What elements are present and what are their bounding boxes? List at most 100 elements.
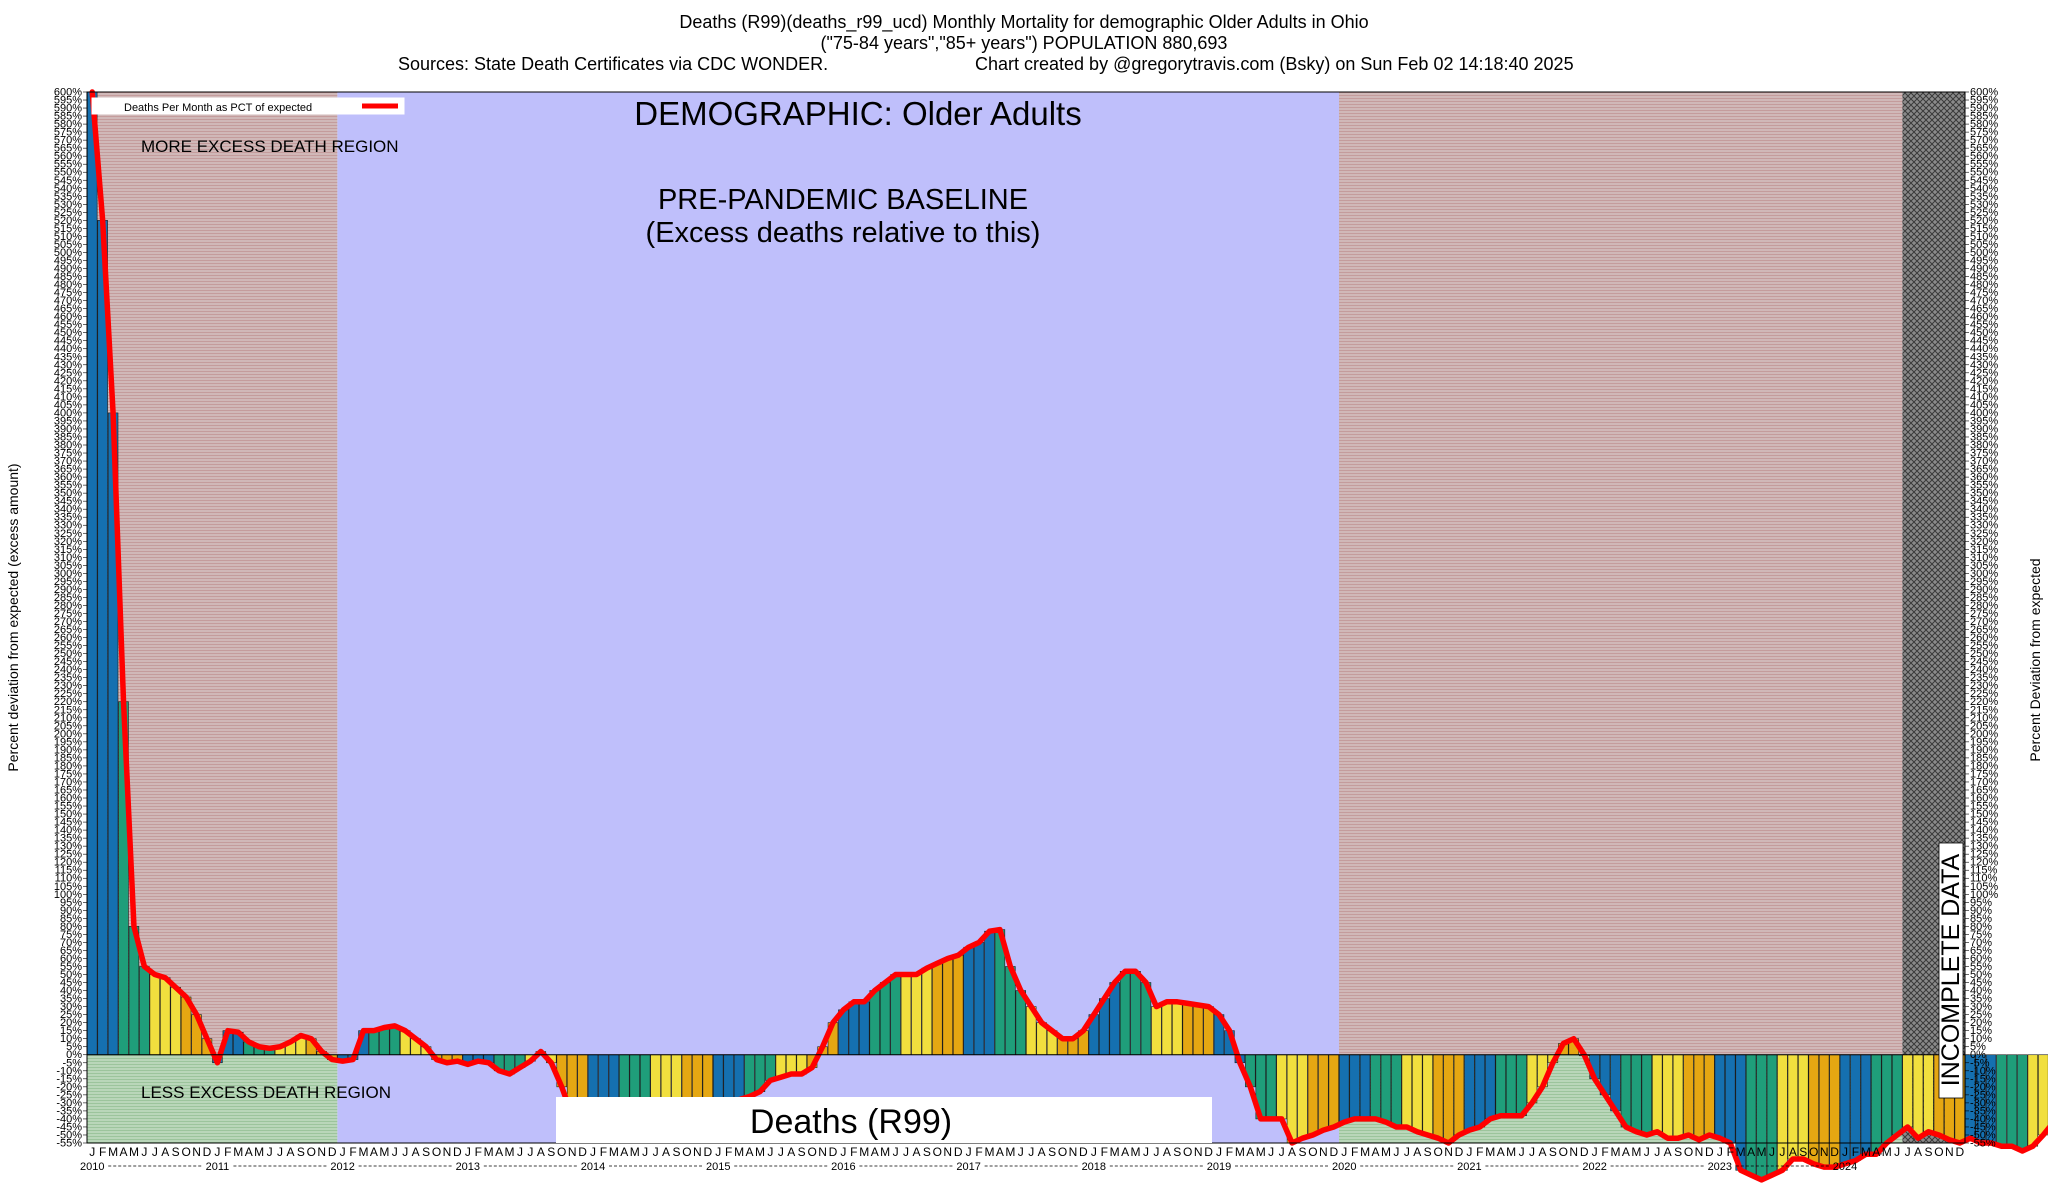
legend-label: Deaths Per Month as PCT of expected [124, 102, 312, 114]
x-month-label: N [317, 1145, 326, 1159]
x-month-label: D [1580, 1145, 1589, 1159]
y-tick-label-right: 475% [1970, 287, 1998, 299]
y-tick-label-right: 600% [1970, 87, 1998, 99]
y-tick-label-left: 600% [54, 87, 82, 99]
y-tick-label-right: 170% [1970, 776, 1998, 788]
y-tick-label-right: 400% [1970, 407, 1998, 419]
y-tick-label-left: 75% [60, 929, 82, 941]
y-tick-label-right: 540% [1970, 183, 1998, 195]
y-tick-label-right: 35% [1970, 993, 1992, 1005]
bar [1182, 1003, 1193, 1056]
y-tick-label-left: 5% [66, 1041, 82, 1053]
x-month-label: J [1905, 1145, 1911, 1159]
y-tick-label-right: 205% [1970, 720, 1998, 732]
y-tick-label-left: 505% [54, 239, 82, 251]
x-month-label: J [767, 1145, 773, 1159]
x-month-label: A [412, 1145, 420, 1159]
y-tick-label-left: -10% [56, 1065, 82, 1077]
y-tick-label-right: 50% [1970, 969, 1992, 981]
incomplete-box [1938, 842, 1964, 1099]
y-tick-label-right: 515% [1970, 223, 1998, 235]
y-tick-label-left: 325% [54, 528, 82, 540]
x-month-label: D [1204, 1145, 1213, 1159]
y-tick-label-left: 105% [54, 881, 82, 893]
x-month-label: N [1069, 1145, 1078, 1159]
y-tick-label-right: 300% [1970, 568, 1998, 580]
x-month-label: J [465, 1145, 471, 1159]
y-tick-label-right: 250% [1970, 648, 1998, 660]
baseline-label-line1: PRE-PANDEMIC BASELINE [658, 184, 1028, 216]
y-tick-label-left: 385% [54, 431, 82, 443]
x-month-label: A [286, 1145, 294, 1159]
y-tick-label-right: 545% [1970, 175, 1998, 187]
y-tick-label-left: 10% [60, 1033, 82, 1045]
y-axis-title-right: Percent Deviation from expected [2027, 558, 2043, 761]
bar [1130, 971, 1141, 1056]
y-tick-label-right: -5% [1970, 1057, 1990, 1069]
bar [170, 987, 181, 1056]
y-tick-label-left: 110% [55, 873, 83, 885]
y-tick-label-right: -50% [1970, 1129, 1996, 1141]
x-month-label: J [1216, 1145, 1222, 1159]
x-month-label: O [1058, 1145, 1067, 1159]
y-tick-label-left: 20% [60, 1017, 82, 1029]
bar [2017, 1054, 2028, 1152]
y-tick-label-left: 270% [54, 616, 82, 628]
x-month-label: N [1194, 1145, 1203, 1159]
y-tick-label-left: 250% [54, 648, 82, 660]
y-tick-label-left: -40% [56, 1113, 82, 1125]
y-tick-label-right: 315% [1970, 544, 1998, 556]
x-month-label: A [1246, 1145, 1254, 1159]
bar [890, 974, 901, 1056]
y-tick-label-left: 120% [54, 857, 82, 869]
y-tick-label-right: -55% [1970, 1138, 1996, 1150]
y-tick-label-left: 35% [60, 993, 82, 1005]
bar [932, 962, 943, 1056]
y-tick-label-right: 590% [1970, 103, 1998, 115]
y-tick-label-left: 540% [54, 183, 82, 195]
y-tick-label-left: 15% [60, 1025, 82, 1037]
y-tick-label-right: 595% [1970, 95, 1998, 107]
y-tick-label-left: 290% [54, 584, 82, 596]
y-tick-label-left: 295% [54, 576, 82, 588]
y-tick-label-left: 495% [54, 255, 82, 267]
x-month-label: A [1413, 1145, 1421, 1159]
x-month-label: J [152, 1145, 158, 1159]
y-tick-label-left: 480% [54, 279, 82, 291]
x-month-label: S [172, 1145, 180, 1159]
y-tick-label-left: 155% [54, 801, 82, 813]
x-month-label: M [379, 1145, 389, 1159]
x-month-label: J [1268, 1145, 1274, 1159]
y-tick-label-right: 505% [1970, 239, 1998, 251]
y-tick-label-right: 190% [1970, 744, 1998, 756]
x-month-label: D [328, 1145, 337, 1159]
y-tick-label-left: -25% [56, 1089, 82, 1101]
x-month-label: S [1048, 1145, 1056, 1159]
x-month-label: J [840, 1145, 846, 1159]
y-tick-label-right: 120% [1970, 857, 1998, 869]
y-tick-label-right: 80% [1970, 921, 1992, 933]
y-tick-label-right: 230% [1970, 680, 1998, 692]
x-month-label: A [787, 1145, 795, 1159]
y-tick-label-left: 285% [54, 592, 82, 604]
y-tick-label-left: -30% [56, 1097, 82, 1109]
y-tick-label-left: 135% [54, 833, 82, 845]
y-tick-label-right: 60% [1970, 953, 1992, 965]
bar [1860, 1054, 1872, 1155]
line-layer [89, 89, 2048, 1183]
x-month-label: A [1121, 1145, 1129, 1159]
y-tick-label-right: 340% [1970, 504, 1998, 516]
x-month-label: J [1341, 1145, 1347, 1159]
y-tick-label-left: 435% [54, 351, 82, 363]
bar [2038, 1054, 2048, 1136]
x-year-label: 2020 [1332, 1161, 1356, 1173]
y-tick-label-left: 410% [54, 391, 82, 403]
y-tick-label-left: 260% [54, 632, 82, 644]
bar [1432, 1054, 1444, 1139]
region-layer [87, 92, 1965, 1143]
bar [1912, 1054, 1924, 1139]
axes-layer: -55% -55%-50% -50%-45% -45%-40% -40%-35% -35%… [5, 87, 2043, 1174]
x-month-label: M [984, 1145, 994, 1159]
x-month-label: F [725, 1145, 732, 1159]
y-tick-label-left: 550% [54, 167, 82, 179]
